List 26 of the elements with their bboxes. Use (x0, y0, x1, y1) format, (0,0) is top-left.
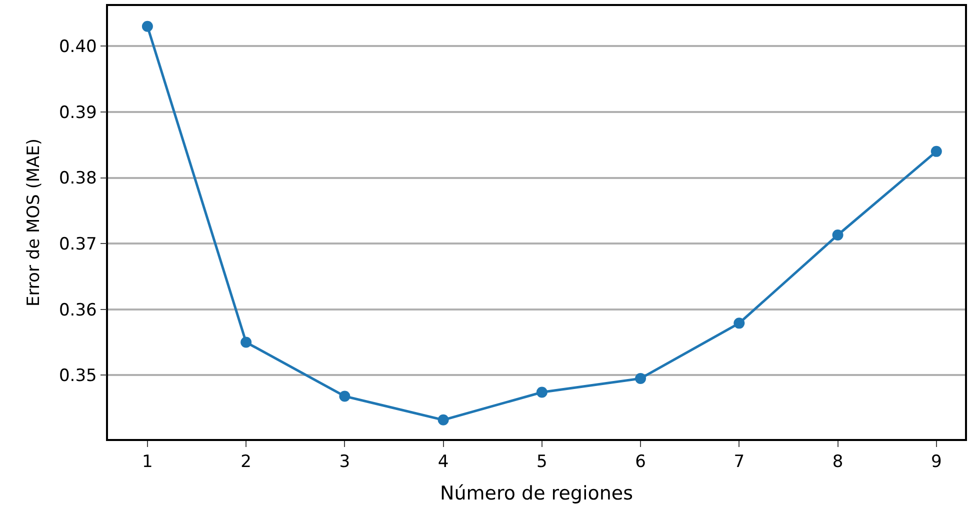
x-tick-label: 9 (930, 452, 942, 472)
y-tick-label: 0.36 (58, 300, 97, 320)
x-tick-label: 5 (536, 452, 548, 472)
y-tick-label: 0.39 (58, 102, 97, 123)
point (536, 386, 548, 398)
y-axis-title: Error de MOS (MAE) (24, 138, 44, 307)
y-tick-label: 0.40 (58, 37, 97, 58)
x-tick-label: 3 (339, 452, 350, 472)
point (832, 230, 844, 240)
point (142, 20, 153, 32)
x-tick-label: 6 (635, 452, 646, 472)
point (339, 390, 350, 402)
x-tick-label: 1 (142, 452, 153, 472)
point (438, 414, 449, 426)
y-tick-label: 0.37 (58, 234, 97, 255)
point (930, 146, 942, 157)
point (734, 318, 745, 329)
x-tick-label: 7 (734, 452, 745, 472)
y-tick-label: 0.38 (58, 168, 97, 189)
point (635, 372, 646, 384)
y-tick-label: 0.35 (58, 366, 97, 386)
x-axis-title: Número de regiones (440, 482, 633, 504)
point (240, 336, 252, 348)
x-tick-label: 8 (832, 452, 844, 472)
x-tick-label: 2 (240, 452, 252, 472)
x-tick-label: 4 (438, 452, 449, 472)
